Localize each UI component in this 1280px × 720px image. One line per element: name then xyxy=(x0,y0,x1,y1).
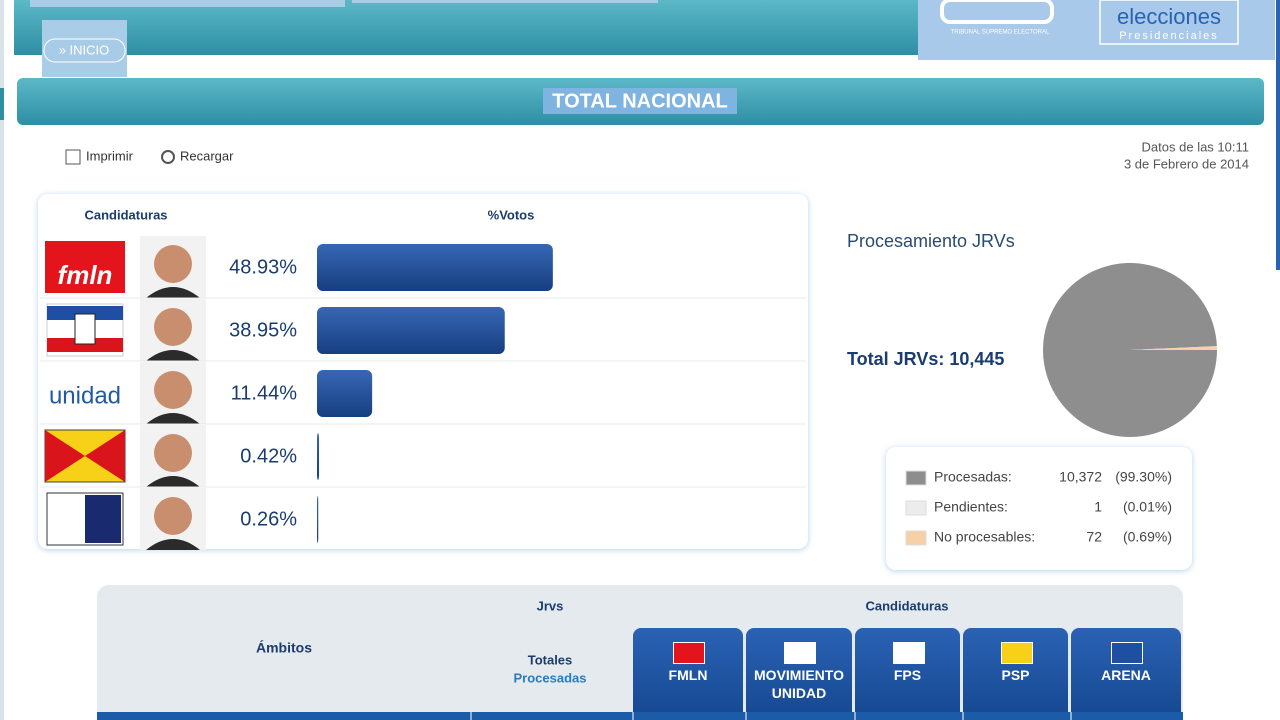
legend-count: 1 xyxy=(1094,499,1102,515)
pie-slice xyxy=(1130,346,1217,350)
candidate-face xyxy=(154,245,192,283)
logo-title: elecciones xyxy=(1117,4,1221,29)
legend-swatch xyxy=(905,470,927,486)
reload-button[interactable]: Recargar xyxy=(180,148,234,163)
left-border xyxy=(0,0,4,720)
legend-swatch xyxy=(905,530,927,546)
left-accent xyxy=(0,88,4,120)
candidate-face xyxy=(154,308,192,346)
print-button[interactable]: Imprimir xyxy=(86,148,134,163)
nav-tab[interactable] xyxy=(30,0,345,7)
vote-bar xyxy=(317,307,505,354)
jrv-total: Total JRVs: 10,445 xyxy=(847,349,1004,369)
legend-count: 72 xyxy=(1086,529,1102,545)
results-header: %Votos xyxy=(488,207,535,222)
legend-label: Procesadas: xyxy=(934,469,1012,485)
nav-tab[interactable] xyxy=(352,0,658,3)
reload-icon[interactable] xyxy=(161,150,175,164)
party-flag xyxy=(892,642,925,664)
right-border xyxy=(1276,0,1280,270)
party-flag xyxy=(673,642,705,664)
jrv-title: Procesamiento JRVs xyxy=(847,231,1015,251)
table-header: Jrvs xyxy=(537,598,564,613)
candidate-suit xyxy=(146,287,200,298)
legend-count: 10,372 xyxy=(1059,469,1102,485)
candidate-face xyxy=(154,497,192,535)
vote-percent: 38.95% xyxy=(229,319,297,341)
party-logo-shape xyxy=(45,430,125,482)
nav-button-label[interactable]: » INICIO xyxy=(59,42,110,57)
jrv-legend xyxy=(886,447,1192,570)
party-flag xyxy=(1000,642,1033,664)
party-flag xyxy=(1111,642,1143,664)
logo-subtitle: Presidenciales xyxy=(1119,30,1219,42)
candidate-face xyxy=(154,434,192,472)
legend-share: (0.01%) xyxy=(1123,499,1172,515)
candidate-suit xyxy=(146,476,200,487)
party-logo-stripe xyxy=(47,306,123,320)
legend-share: (99.30%) xyxy=(1115,469,1172,485)
timestamp-time: Datos de las 10:11 xyxy=(1142,139,1249,154)
candidate-suit xyxy=(146,413,200,424)
party-flag xyxy=(784,642,816,664)
party-logo-text: unidad xyxy=(49,382,121,409)
print-icon[interactable] xyxy=(65,149,81,165)
vote-percent: 0.26% xyxy=(240,508,297,530)
candidate-suit xyxy=(146,350,200,361)
logo-box xyxy=(918,0,1275,60)
table-subheader: Totales xyxy=(528,652,573,667)
party-column-header: PSP xyxy=(963,628,1068,712)
party-column-header: FPS xyxy=(855,628,960,712)
legend-label: Pendientes: xyxy=(934,499,1008,515)
nav-button[interactable] xyxy=(43,38,126,63)
party-column-header: MOVIMIENTO UNIDAD xyxy=(746,628,852,712)
tse-logo xyxy=(940,0,1054,24)
table-header: Candidaturas xyxy=(865,598,948,613)
candidate-face xyxy=(154,371,192,409)
pie-slice xyxy=(1043,262,1217,437)
pie-slice xyxy=(1130,346,1217,350)
party-logo-text: fmln xyxy=(58,260,113,290)
candidate-suit xyxy=(146,539,200,550)
party-logo-stripe xyxy=(85,495,121,543)
table-header: Ámbitos xyxy=(256,640,312,656)
vote-bar xyxy=(317,370,373,417)
vote-bar xyxy=(317,496,319,543)
legend-share: (0.69%) xyxy=(1123,529,1172,545)
vote-percent: 11.44% xyxy=(231,382,298,404)
party-column-header: ARENA xyxy=(1071,628,1181,712)
vote-percent: 48.93% xyxy=(229,256,297,278)
party-logo-cross xyxy=(74,313,96,345)
table-row xyxy=(97,712,1183,720)
legend-label: No procesables: xyxy=(934,529,1035,545)
party-column-header: FMLN xyxy=(633,628,743,712)
vote-bar xyxy=(317,244,553,291)
vote-percent: 0.42% xyxy=(240,445,297,467)
title-highlight xyxy=(543,88,737,114)
vote-bar xyxy=(317,433,320,480)
page-title: TOTAL NACIONAL xyxy=(552,90,728,112)
legend-swatch xyxy=(905,500,927,516)
table-subheader: Procesadas xyxy=(514,670,587,685)
party-logo-stripe xyxy=(47,338,123,352)
party-logo xyxy=(45,241,125,293)
tse-caption: TRIBUNAL SUPREMO ELECTORAL xyxy=(951,30,1050,36)
results-panel xyxy=(38,194,808,549)
elections-logo xyxy=(1099,0,1239,45)
timestamp-date: 3 de Febrero de 2014 xyxy=(1124,156,1249,171)
results-header: Candidaturas xyxy=(84,207,167,222)
